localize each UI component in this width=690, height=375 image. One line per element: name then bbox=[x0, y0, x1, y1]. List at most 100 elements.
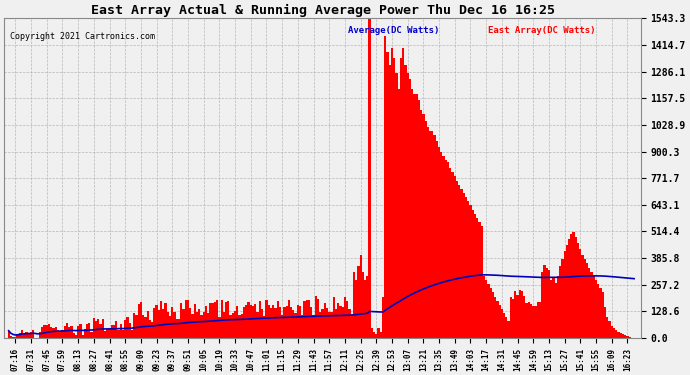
Bar bbox=[77, 326, 79, 338]
Bar bbox=[90, 332, 92, 338]
Bar bbox=[519, 291, 521, 338]
Bar bbox=[23, 333, 26, 338]
Bar bbox=[546, 268, 548, 338]
Bar bbox=[176, 319, 178, 338]
Bar bbox=[194, 304, 196, 338]
Bar bbox=[133, 313, 135, 338]
Bar bbox=[523, 297, 525, 338]
Bar bbox=[525, 303, 528, 338]
Bar bbox=[212, 303, 214, 338]
Bar bbox=[97, 319, 99, 338]
Bar bbox=[382, 297, 384, 338]
Bar bbox=[108, 328, 110, 338]
Bar bbox=[530, 304, 532, 338]
Bar bbox=[26, 332, 28, 338]
Bar bbox=[227, 301, 230, 338]
Bar bbox=[331, 312, 333, 338]
Bar bbox=[391, 48, 393, 338]
Bar bbox=[106, 329, 108, 338]
Bar bbox=[586, 264, 588, 338]
Bar bbox=[63, 326, 66, 338]
Bar bbox=[573, 232, 575, 338]
Bar bbox=[203, 312, 205, 338]
Bar bbox=[609, 321, 611, 338]
Bar bbox=[359, 255, 362, 338]
Bar bbox=[588, 268, 591, 338]
Bar bbox=[245, 304, 248, 338]
Bar bbox=[275, 308, 277, 338]
Bar bbox=[57, 330, 59, 338]
Bar bbox=[295, 313, 297, 338]
Bar bbox=[559, 266, 561, 338]
Bar bbox=[207, 313, 209, 338]
Bar bbox=[362, 272, 364, 338]
Bar bbox=[335, 309, 337, 338]
Bar bbox=[48, 324, 50, 338]
Bar bbox=[308, 300, 310, 338]
Bar bbox=[310, 307, 313, 338]
Bar bbox=[279, 308, 281, 338]
Bar bbox=[548, 270, 550, 338]
Bar bbox=[8, 331, 10, 338]
Bar bbox=[32, 330, 34, 338]
Bar bbox=[326, 308, 328, 338]
Bar bbox=[55, 327, 57, 338]
Bar bbox=[364, 280, 366, 338]
Text: Copyright 2021 Cartronics.com: Copyright 2021 Cartronics.com bbox=[10, 32, 155, 41]
Bar bbox=[568, 238, 570, 338]
Bar bbox=[485, 280, 487, 338]
Bar bbox=[570, 234, 573, 338]
Bar bbox=[59, 332, 61, 338]
Bar bbox=[611, 326, 613, 338]
Bar bbox=[426, 127, 429, 338]
Bar bbox=[72, 333, 75, 338]
Bar bbox=[577, 243, 579, 338]
Bar bbox=[339, 306, 342, 338]
Bar bbox=[158, 310, 160, 338]
Bar bbox=[618, 332, 620, 338]
Bar bbox=[494, 297, 496, 338]
Bar bbox=[388, 64, 391, 338]
Bar bbox=[342, 307, 344, 338]
Bar bbox=[149, 320, 151, 338]
Bar bbox=[444, 160, 447, 338]
Bar bbox=[471, 210, 474, 338]
Bar bbox=[474, 214, 476, 338]
Bar bbox=[101, 319, 104, 338]
Bar bbox=[254, 304, 257, 338]
Bar bbox=[534, 306, 537, 338]
Bar bbox=[460, 189, 462, 338]
Bar bbox=[187, 300, 189, 338]
Bar bbox=[225, 302, 227, 338]
Bar bbox=[75, 335, 77, 338]
Bar bbox=[456, 181, 458, 338]
Bar bbox=[322, 309, 324, 338]
Bar bbox=[453, 177, 456, 338]
Bar bbox=[110, 325, 113, 338]
Bar bbox=[579, 249, 582, 338]
Bar bbox=[180, 303, 182, 338]
Bar bbox=[512, 299, 514, 338]
Bar bbox=[115, 321, 117, 338]
Bar bbox=[591, 272, 593, 338]
Bar bbox=[146, 310, 149, 338]
Bar bbox=[128, 322, 131, 338]
Bar bbox=[613, 328, 615, 338]
Bar bbox=[483, 276, 485, 338]
Bar bbox=[221, 300, 223, 338]
Bar bbox=[496, 301, 498, 338]
Bar bbox=[582, 255, 584, 338]
Bar bbox=[306, 300, 308, 338]
Bar bbox=[50, 327, 52, 338]
Bar bbox=[397, 90, 400, 338]
Bar bbox=[333, 297, 335, 338]
Bar bbox=[384, 36, 386, 338]
Bar bbox=[205, 306, 207, 338]
Bar bbox=[61, 330, 63, 338]
Bar bbox=[119, 324, 122, 338]
Bar bbox=[505, 317, 507, 338]
Bar bbox=[268, 305, 270, 338]
Bar bbox=[198, 309, 200, 338]
Bar bbox=[92, 318, 95, 338]
Bar bbox=[167, 312, 169, 338]
